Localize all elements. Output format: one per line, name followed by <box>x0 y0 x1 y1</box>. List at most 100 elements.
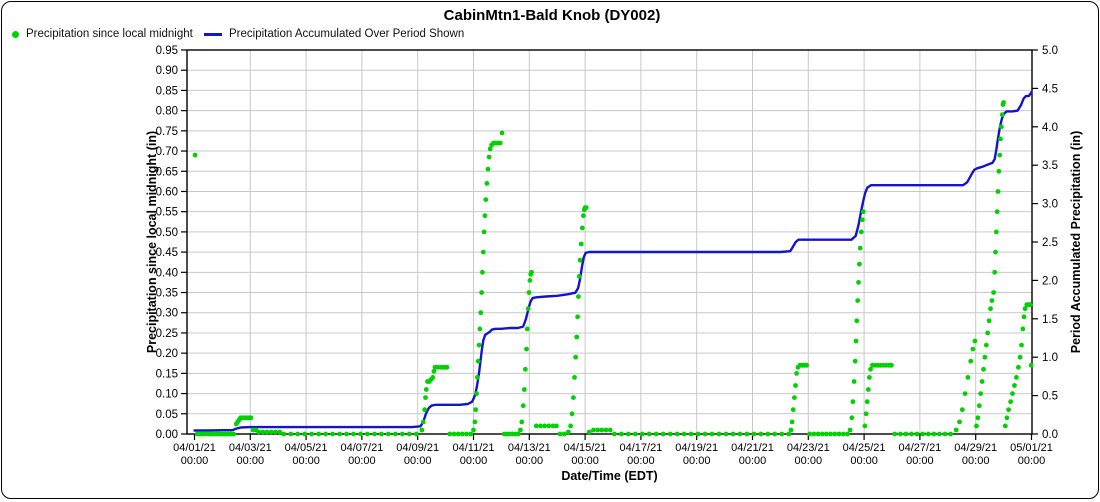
precip-since-midnight-point <box>444 364 450 370</box>
precip-since-midnight-point <box>995 189 1001 194</box>
precip-since-midnight-point <box>828 431 833 437</box>
left-axis-tick-label: 0.05 <box>156 409 178 421</box>
precip-since-midnight-point <box>603 427 609 433</box>
left-axis-tick-label: 0.45 <box>156 247 178 259</box>
precip-since-midnight-point <box>520 403 526 409</box>
left-axis-tick-label: 0.35 <box>156 288 178 300</box>
precip-since-midnight-point <box>575 314 580 320</box>
precip-since-midnight-point <box>523 366 528 372</box>
precip-since-midnight-point <box>529 269 534 275</box>
precip-since-midnight-point <box>579 225 585 231</box>
precip-since-midnight-point <box>260 429 266 435</box>
precip-since-midnight-point <box>302 431 308 437</box>
precip-since-midnight-point <box>997 152 1003 158</box>
precip-since-midnight-point <box>447 431 453 437</box>
precip-since-midnight-point <box>309 431 315 437</box>
precip-since-midnight-point <box>413 431 419 437</box>
precip-since-midnight-point <box>931 431 937 437</box>
x-tick-time-label: 00:00 <box>906 455 934 467</box>
precip-since-midnight-point <box>970 346 976 352</box>
precip-since-midnight-point <box>836 431 842 437</box>
x-tick-date-label: 04/07/21 <box>340 442 383 454</box>
precip-since-midnight-point <box>982 354 988 360</box>
precip-since-midnight-point <box>857 261 862 267</box>
precip-since-midnight-point <box>231 431 237 437</box>
precip-since-midnight-point <box>765 431 771 437</box>
precip-since-midnight-point <box>1027 302 1033 308</box>
right-axis-tick-label: 5.0 <box>1042 45 1058 57</box>
precip-since-midnight-point <box>561 431 567 437</box>
precip-since-midnight-point <box>569 411 575 417</box>
precip-since-midnight-point <box>533 423 539 429</box>
left-axis-tick-label: 0.30 <box>156 308 178 320</box>
left-axis-tick-label: 0.20 <box>156 348 178 360</box>
x-tick-date-label: 04/19/21 <box>675 442 718 454</box>
precip-since-midnight-point <box>653 431 659 437</box>
precip-since-midnight-point <box>518 427 523 433</box>
precip-since-midnight-point <box>455 431 461 437</box>
precip-since-midnight-point <box>576 274 582 279</box>
x-tick-date-label: 04/29/21 <box>954 442 997 454</box>
right-axis-tick-label: 3.5 <box>1042 160 1058 172</box>
precip-since-midnight-point <box>788 427 794 433</box>
precip-since-midnight-point <box>792 395 797 400</box>
precip-since-midnight-point <box>475 358 481 364</box>
precip-since-midnight-point <box>957 419 962 425</box>
precip-since-midnight-point <box>422 407 428 413</box>
precip-since-midnight-point <box>852 358 858 364</box>
x-tick-date-label: 04/25/21 <box>843 442 886 454</box>
precip-since-midnight-point <box>959 407 965 413</box>
precip-since-midnight-point <box>573 354 578 360</box>
precip-since-midnight-point <box>344 431 349 437</box>
precip-since-midnight-point <box>557 431 563 437</box>
precip-since-midnight-point <box>478 310 484 316</box>
precip-since-midnight-point <box>744 431 750 437</box>
plot-frame <box>186 49 1033 435</box>
precip-since-midnight-point <box>1010 391 1015 396</box>
precip-since-midnight-point <box>542 423 547 429</box>
x-tick-time-label: 00:00 <box>850 455 878 467</box>
precip-since-midnight-point <box>295 431 301 437</box>
precip-since-midnight-point <box>420 419 426 425</box>
precip-since-midnight-point <box>1016 364 1021 370</box>
precip-since-midnight-point <box>477 326 483 332</box>
x-tick-time-label: 00:00 <box>460 455 488 467</box>
precip-since-midnight-point <box>192 152 198 158</box>
x-tick-date-label: 04/01/21 <box>173 442 216 454</box>
precip-since-midnight-point <box>451 431 457 437</box>
right-axis-tick-label: 2.0 <box>1042 275 1058 287</box>
precip-since-midnight-point <box>499 130 505 136</box>
right-axis-tick-label: 4.5 <box>1042 83 1058 95</box>
precip-since-midnight-point <box>864 399 870 405</box>
x-tick-date-label: 04/03/21 <box>229 442 272 454</box>
precip-since-midnight-point <box>1021 314 1027 320</box>
precip-since-midnight-point <box>430 375 436 380</box>
precip-since-midnight-point <box>857 245 863 251</box>
precip-since-midnight-point <box>476 342 482 348</box>
precip-since-midnight-point <box>468 431 474 437</box>
precip-since-midnight-point <box>751 431 757 437</box>
precip-since-midnight-point <box>365 431 370 437</box>
precip-since-midnight-point <box>619 431 624 437</box>
precip-since-midnight-point <box>524 346 529 352</box>
left-axis-tick-label: 0.50 <box>156 227 178 239</box>
precip-since-midnight-point <box>288 431 294 437</box>
precip-since-midnight-point <box>962 391 968 396</box>
precip-since-midnight-point <box>845 431 850 437</box>
precip-since-midnight-point <box>716 431 722 437</box>
precip-since-midnight-point <box>538 423 543 429</box>
precip-since-midnight-point <box>248 415 254 421</box>
precip-since-midnight-point <box>790 407 796 413</box>
precip-since-midnight-point <box>983 342 989 348</box>
precip-since-midnight-point <box>483 197 489 203</box>
precip-since-midnight-point <box>475 375 480 380</box>
precip-since-midnight-point <box>758 431 764 437</box>
precip-since-midnight-point <box>867 375 872 380</box>
precip-since-midnight-point <box>519 419 525 425</box>
precip-since-midnight-point <box>583 205 589 211</box>
legend-label: Precipitation Accumulated Over Period Sh… <box>229 28 465 40</box>
x-tick-time-label: 00:00 <box>516 455 544 467</box>
precip-since-midnight-point <box>968 358 974 364</box>
precip-since-midnight-point <box>524 326 530 332</box>
precip-since-midnight-point <box>981 366 986 372</box>
